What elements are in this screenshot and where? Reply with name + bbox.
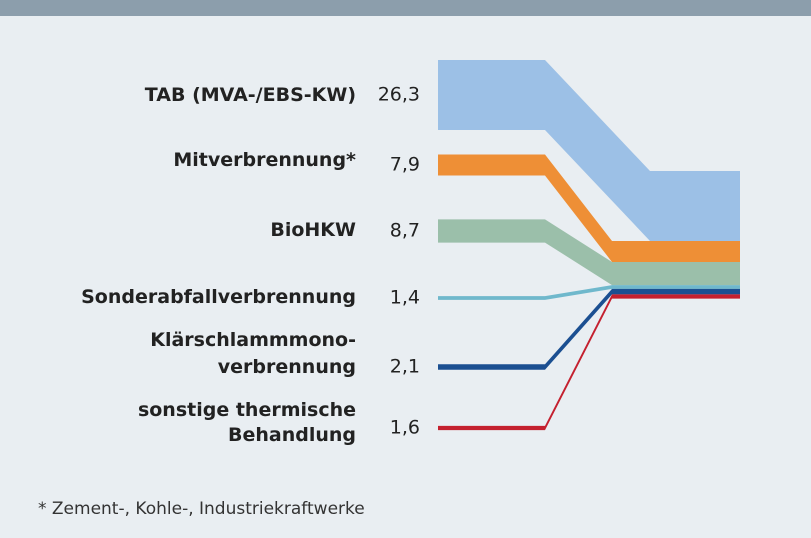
header-bar [0,0,811,16]
value-label: 1,4 [390,287,420,309]
footnote: * Zement-, Kohle-, Industriekraftwerke [38,499,365,519]
value-label: 2,1 [390,356,420,378]
category-label: TAB (MVA-/EBS-KW) [145,84,356,106]
value-label: 7,9 [390,154,420,176]
category-label: Sonderabfallverbrennung [81,286,356,308]
category-label: Klärschlammmono-verbrennung [150,329,356,378]
category-label: sonstige thermische Behandlung [138,399,356,446]
flow-band [438,285,740,300]
flow-band [438,219,740,286]
value-label: 1,6 [390,417,420,439]
value-label: 26,3 [378,84,420,106]
value-label: 8,7 [390,220,420,242]
flow-band [438,154,740,262]
category-label: BioHKW [270,219,356,241]
category-label: Mitverbrennung* [173,149,356,171]
flow-band [438,60,740,241]
